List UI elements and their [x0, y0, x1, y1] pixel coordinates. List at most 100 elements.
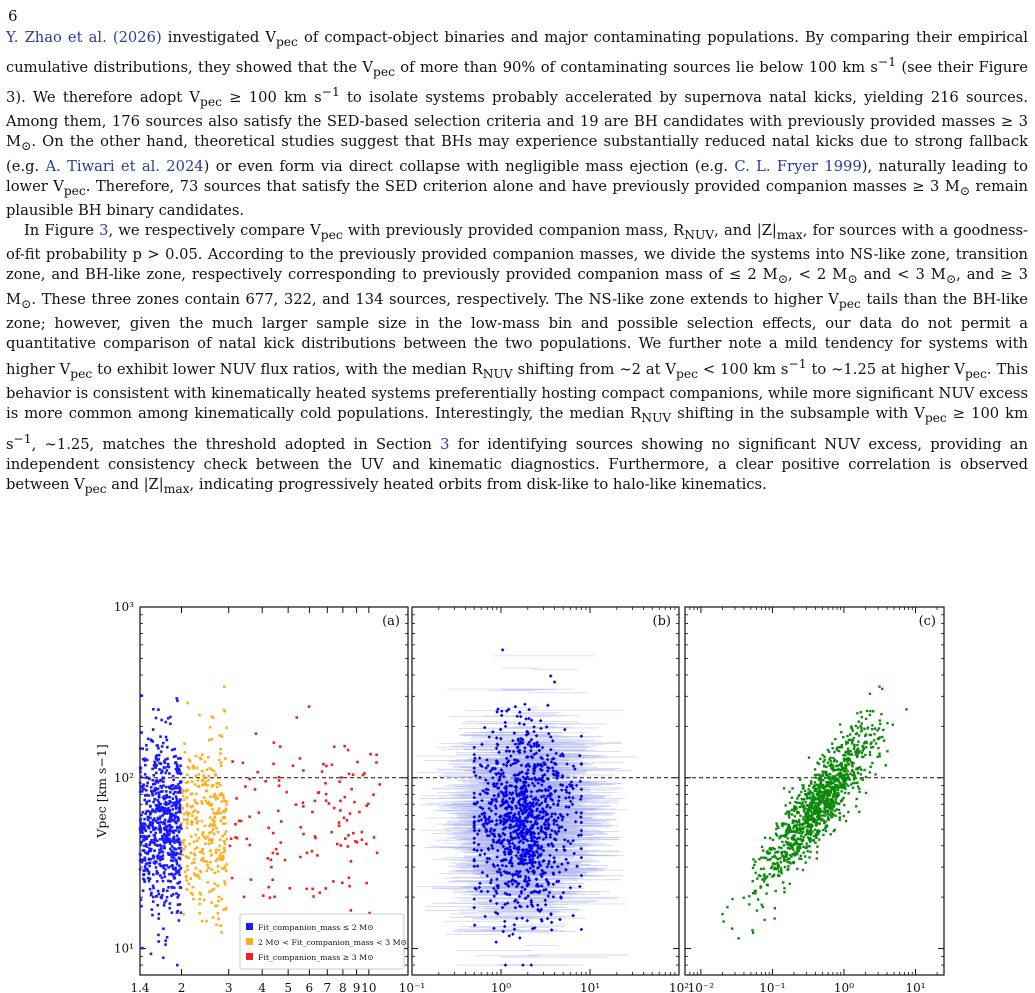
- citation-fryer[interactable]: C. L. Fryer 1999: [734, 157, 862, 175]
- data-point: [351, 773, 355, 777]
- data-point: [833, 809, 837, 813]
- data-point: [220, 800, 223, 803]
- data-point: [748, 903, 751, 906]
- data-point: [140, 786, 143, 789]
- data-point: [186, 788, 190, 792]
- data-point: [347, 876, 351, 880]
- data-point: [491, 886, 496, 891]
- data-point: [503, 963, 508, 967]
- data-point: [852, 772, 856, 775]
- data-point: [151, 900, 155, 903]
- data-point: [201, 802, 204, 805]
- figure-link[interactable]: 3: [99, 222, 109, 240]
- data-point: [509, 879, 514, 883]
- data-point: [842, 783, 845, 787]
- data-point: [493, 910, 498, 915]
- data-point: [571, 764, 576, 768]
- data-point: [806, 828, 809, 831]
- data-point: [184, 855, 188, 858]
- data-point: [517, 748, 522, 753]
- data-point: [865, 741, 868, 745]
- data-point: [222, 839, 226, 843]
- data-point: [283, 858, 287, 862]
- data-point: [365, 804, 369, 808]
- data-point: [338, 780, 341, 783]
- data-point: [165, 769, 169, 772]
- data-point: [166, 717, 170, 720]
- data-point: [211, 807, 214, 811]
- data-point: [779, 857, 782, 860]
- data-point: [514, 872, 518, 877]
- data-point: [822, 833, 825, 837]
- data-point: [487, 856, 492, 861]
- data-point: [216, 912, 220, 915]
- data-point: [485, 856, 490, 861]
- data-point: [532, 869, 536, 873]
- data-point: [202, 835, 206, 839]
- data-point: [504, 763, 509, 768]
- data-point: [796, 848, 799, 851]
- data-point: [175, 860, 179, 864]
- data-point: [856, 712, 859, 715]
- data-point: [166, 809, 170, 813]
- data-point: [829, 805, 832, 808]
- data-point: [814, 801, 818, 805]
- data-point: [157, 827, 161, 831]
- citation-tiwari[interactable]: A. Tiwari et al. 2024: [45, 157, 204, 175]
- data-point: [561, 754, 566, 758]
- data-point: [518, 823, 522, 827]
- data-point: [776, 861, 779, 865]
- data-point: [518, 710, 522, 714]
- data-point: [156, 839, 159, 842]
- data-point: [139, 830, 142, 834]
- data-point: [245, 837, 249, 841]
- data-point: [301, 801, 305, 805]
- data-point: [777, 846, 781, 849]
- data-point: [814, 818, 817, 822]
- data-point: [559, 895, 563, 899]
- data-point: [218, 838, 222, 842]
- data-point: [517, 742, 521, 746]
- data-point: [834, 800, 838, 804]
- data-point: [559, 788, 564, 792]
- data-point: [506, 804, 511, 809]
- data-point: [476, 842, 481, 847]
- data-point: [478, 775, 482, 780]
- data-point: [830, 806, 834, 810]
- data-point: [531, 850, 536, 855]
- data-point: [488, 801, 492, 805]
- data-point: [193, 872, 196, 876]
- data-point: [207, 842, 211, 846]
- data-point: [491, 838, 495, 842]
- data-point: [805, 830, 808, 833]
- data-point: [530, 869, 535, 874]
- data-point: [198, 756, 202, 760]
- data-point: [531, 797, 536, 801]
- data-point: [540, 745, 545, 750]
- y-tick-label: 10¹: [114, 942, 134, 956]
- data-point: [845, 767, 848, 770]
- data-point: [149, 952, 153, 956]
- data-point: [858, 810, 861, 814]
- data-point: [154, 716, 158, 720]
- data-point: [177, 767, 181, 771]
- legend-box: [239, 913, 405, 970]
- data-point: [302, 832, 305, 836]
- data-point: [824, 820, 827, 823]
- data-point: [864, 775, 868, 779]
- data-point: [809, 828, 812, 832]
- data-point: [186, 822, 189, 825]
- data-point: [775, 834, 779, 837]
- data-point: [179, 852, 182, 856]
- citation-zhao[interactable]: Y. Zhao et al. (2026): [6, 29, 162, 46]
- data-point: [185, 796, 189, 800]
- data-point: [527, 878, 532, 883]
- data-point: [217, 807, 221, 810]
- data-point: [821, 773, 825, 776]
- data-point: [146, 869, 149, 873]
- data-point: [808, 825, 811, 829]
- data-point: [148, 812, 152, 816]
- data-point: [807, 787, 810, 791]
- data-point: [192, 766, 195, 770]
- section-link[interactable]: 3: [440, 435, 450, 453]
